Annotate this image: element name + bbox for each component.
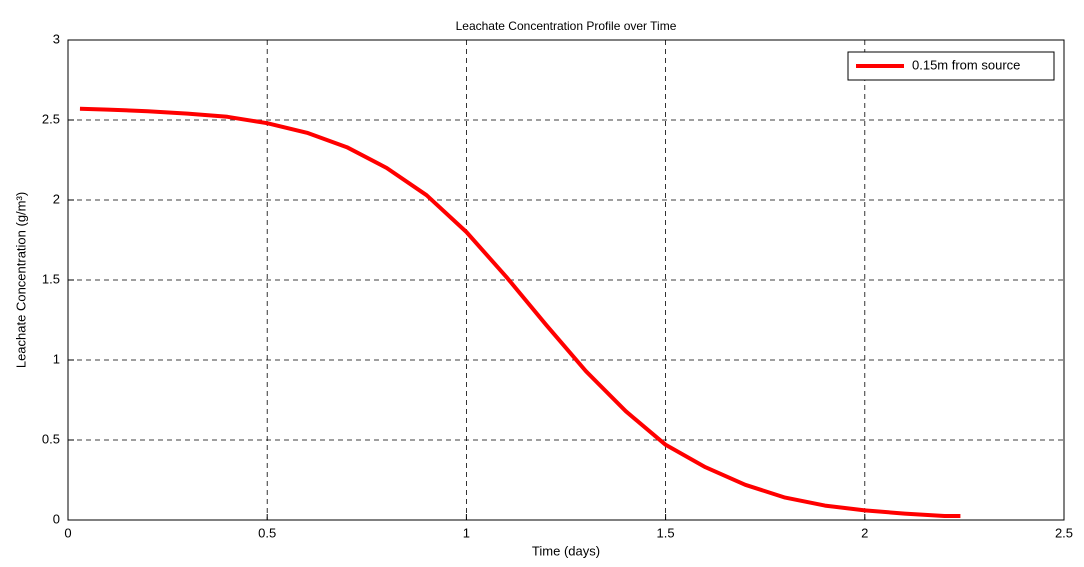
x-tick-label: 2.5 (1055, 525, 1073, 540)
x-tick-label: 0.5 (258, 525, 276, 540)
chart: Leachate Concentration Profile over Time… (0, 0, 1084, 567)
x-tick-label: 1.5 (657, 525, 675, 540)
chart-title: Leachate Concentration Profile over Time (456, 19, 677, 33)
y-tick-label: 2.5 (42, 111, 60, 126)
y-tick-label: 1 (53, 351, 60, 366)
x-tick-label: 1 (463, 525, 470, 540)
y-tick-label: 3 (53, 31, 60, 46)
y-tick-label: 1.5 (42, 271, 60, 286)
x-tick-label: 2 (861, 525, 868, 540)
y-tick-label: 0 (53, 511, 60, 526)
x-axis-label: Time (days) (532, 543, 600, 558)
y-axis-label: Leachate Concentration (g/m³) (13, 192, 28, 368)
legend-label: 0.15m from source (912, 57, 1020, 72)
y-tick-label: 2 (53, 191, 60, 206)
x-tick-label: 0 (64, 525, 71, 540)
y-tick-label: 0.5 (42, 431, 60, 446)
